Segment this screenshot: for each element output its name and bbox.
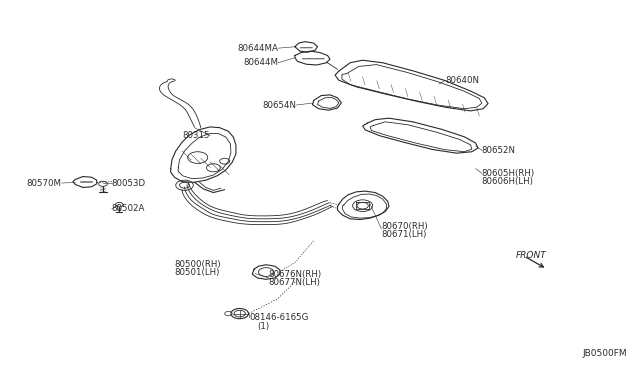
Text: 80640N: 80640N — [445, 76, 479, 85]
Text: FRONT: FRONT — [516, 251, 547, 260]
Text: 08146-6165G: 08146-6165G — [250, 314, 309, 323]
Text: 80053D: 80053D — [112, 179, 146, 187]
Text: 80644MA: 80644MA — [237, 44, 278, 53]
Text: 80677N(LH): 80677N(LH) — [269, 278, 321, 287]
Text: 80671(LH): 80671(LH) — [381, 230, 427, 238]
Text: 80501(LH): 80501(LH) — [175, 268, 220, 277]
Text: (1): (1) — [257, 322, 269, 331]
Text: 80502A: 80502A — [112, 204, 145, 213]
Text: JB0500FM: JB0500FM — [582, 349, 627, 358]
Text: 80570M: 80570M — [27, 179, 61, 187]
Text: 80606H(LH): 80606H(LH) — [482, 177, 534, 186]
Text: 80676N(RH): 80676N(RH) — [269, 270, 322, 279]
Text: 80500(RH): 80500(RH) — [175, 260, 221, 269]
Text: 80670(RH): 80670(RH) — [381, 222, 428, 231]
Text: 80654N: 80654N — [262, 100, 296, 110]
Text: 80644M: 80644M — [243, 58, 278, 67]
Text: 80605H(RH): 80605H(RH) — [482, 169, 535, 178]
Text: 80315: 80315 — [183, 131, 211, 140]
Text: 80652N: 80652N — [482, 146, 516, 155]
